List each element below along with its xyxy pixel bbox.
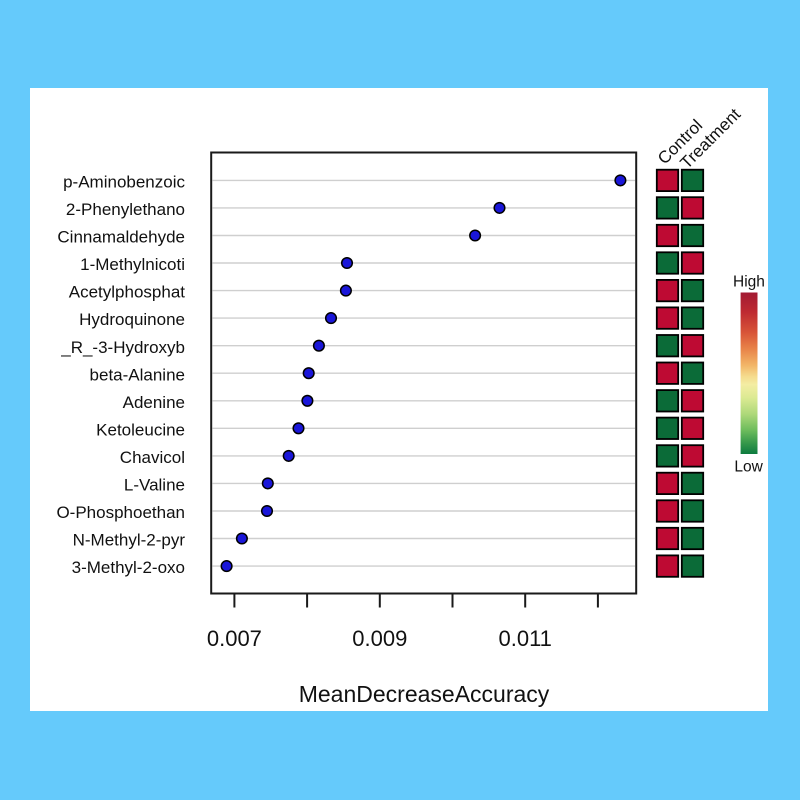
svg-text:0.007: 0.007 [207,626,262,651]
svg-text:Adenine: Adenine [123,393,185,412]
svg-text:High: High [733,274,765,291]
svg-text:N-Methyl-2-pyr: N-Methyl-2-pyr [73,531,186,550]
svg-text:beta-Alanine: beta-Alanine [90,365,185,384]
svg-text:MeanDecreaseAccuracy: MeanDecreaseAccuracy [299,681,550,707]
svg-text:Cinnamaldehyde: Cinnamaldehyde [57,228,185,247]
svg-text:p-Aminobenzoic: p-Aminobenzoic [63,173,185,192]
svg-text:3-Methyl-2-oxo: 3-Methyl-2-oxo [72,558,185,577]
svg-text:Hydroquinone: Hydroquinone [79,310,185,329]
svg-text:_R_-3-Hydroxyb: _R_-3-Hydroxyb [60,338,185,357]
svg-text:Acetylphosphat: Acetylphosphat [69,283,186,302]
svg-text:0.011: 0.011 [498,626,551,651]
svg-text:L-Valine: L-Valine [124,476,185,495]
svg-text:Ketoleucine: Ketoleucine [96,420,185,439]
svg-text:0.009: 0.009 [352,626,407,651]
svg-text:2-Phenylethano: 2-Phenylethano [66,200,185,219]
svg-text:Low: Low [734,459,763,476]
svg-text:O-Phosphoethan: O-Phosphoethan [56,503,185,522]
svg-text:1-Methylnicoti: 1-Methylnicoti [80,255,185,274]
svg-text:Chavicol: Chavicol [120,448,185,467]
